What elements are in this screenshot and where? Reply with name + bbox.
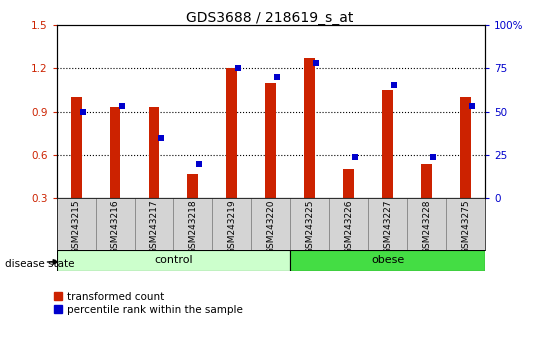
Text: GSM243218: GSM243218	[189, 200, 197, 255]
Text: GSM243216: GSM243216	[110, 200, 120, 255]
Text: GDS3688 / 218619_s_at: GDS3688 / 218619_s_at	[186, 11, 353, 25]
Text: control: control	[154, 255, 193, 265]
Bar	[265, 82, 277, 198]
Bar	[212, 198, 251, 250]
Bar	[460, 97, 471, 198]
Bar	[71, 97, 81, 198]
Text: GSM243219: GSM243219	[227, 200, 237, 255]
Bar	[291, 250, 485, 271]
Bar	[57, 198, 95, 250]
Bar	[57, 250, 291, 271]
Text: GSM243228: GSM243228	[422, 200, 431, 254]
Bar	[174, 198, 212, 250]
Bar	[226, 68, 237, 198]
Legend: transformed count, percentile rank within the sample: transformed count, percentile rank withi…	[54, 292, 243, 315]
Bar	[188, 174, 198, 198]
Bar	[343, 169, 354, 198]
Text: GSM243227: GSM243227	[383, 200, 392, 254]
Text: GSM243225: GSM243225	[305, 200, 314, 254]
Bar	[407, 198, 446, 250]
Bar	[251, 198, 291, 250]
Text: GSM243215: GSM243215	[72, 200, 80, 255]
Bar	[446, 198, 485, 250]
Text: GSM243226: GSM243226	[344, 200, 353, 254]
Bar	[305, 58, 315, 198]
Bar	[149, 107, 160, 198]
Bar	[95, 198, 135, 250]
Text: GSM243217: GSM243217	[149, 200, 158, 255]
Text: obese: obese	[371, 255, 404, 265]
Bar	[329, 198, 368, 250]
Bar	[382, 90, 393, 198]
Bar	[135, 198, 174, 250]
Bar	[109, 107, 121, 198]
Bar	[368, 198, 407, 250]
Text: disease state: disease state	[5, 259, 75, 269]
Bar	[421, 164, 432, 198]
Bar	[291, 198, 329, 250]
Text: GSM243220: GSM243220	[266, 200, 275, 254]
Text: GSM243275: GSM243275	[461, 200, 470, 255]
